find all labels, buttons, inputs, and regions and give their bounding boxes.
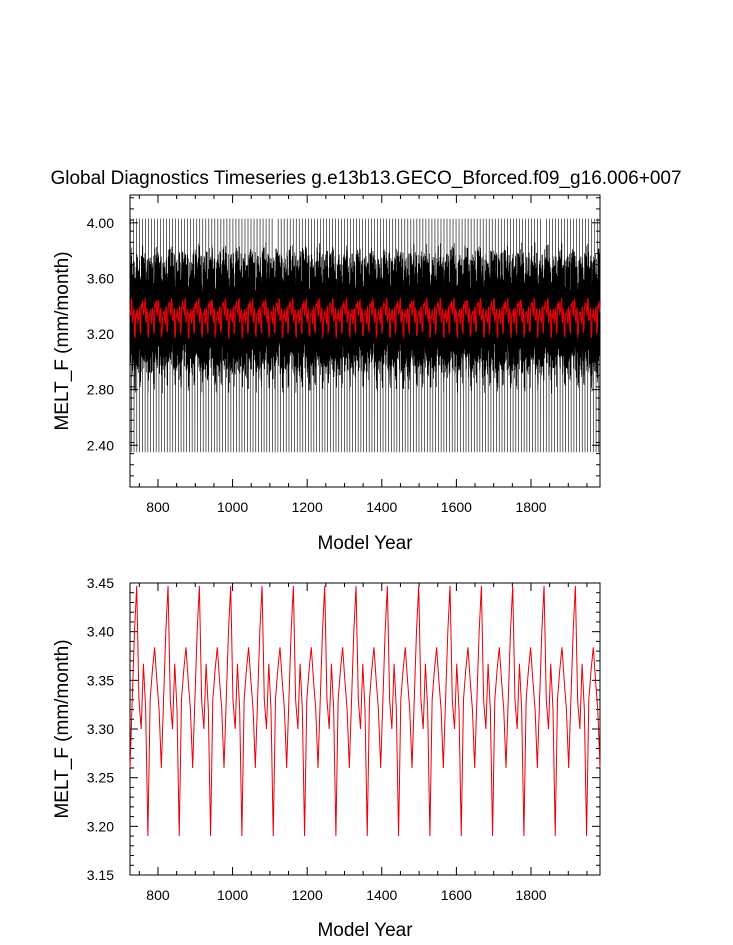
top-y-tick-label: 3.20 [87, 326, 114, 342]
top-x-axis-label: Model Year [317, 533, 413, 554]
bottom-y-tick-label: 3.40 [87, 624, 114, 640]
top-chart: 800 1000 1200 1400 1600 1800 2.40 2.80 3.20 3.60… [52, 194, 601, 554]
bottom-y-axis-label: MELT_F (mm/month) [52, 639, 73, 818]
top-y-tick-label: 3.60 [87, 270, 114, 286]
bottom-y-tick-label: 3.15 [87, 867, 114, 883]
top-y-tick-label: 2.40 [87, 437, 114, 453]
top-y-tick-label: 2.80 [87, 382, 114, 398]
top-y-tick-label: 4.00 [87, 215, 114, 231]
bottom-y-tick-label: 3.20 [87, 818, 114, 834]
bottom-y-tick-label: 3.35 [87, 672, 114, 688]
bottom-x-tick-label: 1800 [515, 887, 546, 903]
top-y-axis-label: MELT_F (mm/month) [52, 251, 73, 430]
top-annual-series-line [129, 296, 601, 340]
top-series-group [129, 218, 601, 453]
bottom-chart: 800 1000 1200 1400 1600 1800 3.15 3.20 3.25 3.30… [52, 575, 601, 941]
bottom-x-tick-label: 1600 [441, 887, 472, 903]
bottom-x-axis: 800 1000 1200 1400 1600 1800 [138, 583, 588, 903]
bottom-y-tick-label: 3.45 [87, 575, 114, 591]
top-x-axis: 800 1000 1200 1400 1600 1800 [138, 195, 588, 515]
bottom-x-tick-label: 800 [146, 887, 170, 903]
bottom-x-tick-label: 1400 [366, 887, 397, 903]
bottom-x-tick-label: 1000 [217, 887, 248, 903]
top-x-tick-label: 1600 [441, 499, 472, 515]
top-x-tick-label: 1200 [292, 499, 323, 515]
top-x-tick-label: 1800 [515, 499, 546, 515]
top-x-tick-label: 1400 [366, 499, 397, 515]
top-x-tick-label: 800 [146, 499, 170, 515]
bottom-y-tick-label: 3.25 [87, 770, 114, 786]
top-x-tick-label: 1000 [217, 499, 248, 515]
bottom-x-tick-label: 1200 [292, 887, 323, 903]
bottom-x-axis-label: Model Year [317, 920, 413, 941]
bottom-annual-series-line [129, 585, 601, 837]
bottom-series-group [129, 585, 601, 837]
bottom-y-tick-label: 3.30 [87, 721, 114, 737]
bottom-y-axis: 3.15 3.20 3.25 3.30 3.35 3.40 3.45 [87, 575, 600, 883]
top-monthly-series-line [129, 218, 601, 453]
figure-title: Global Diagnostics Timeseries g.e13b13.G… [50, 168, 681, 189]
